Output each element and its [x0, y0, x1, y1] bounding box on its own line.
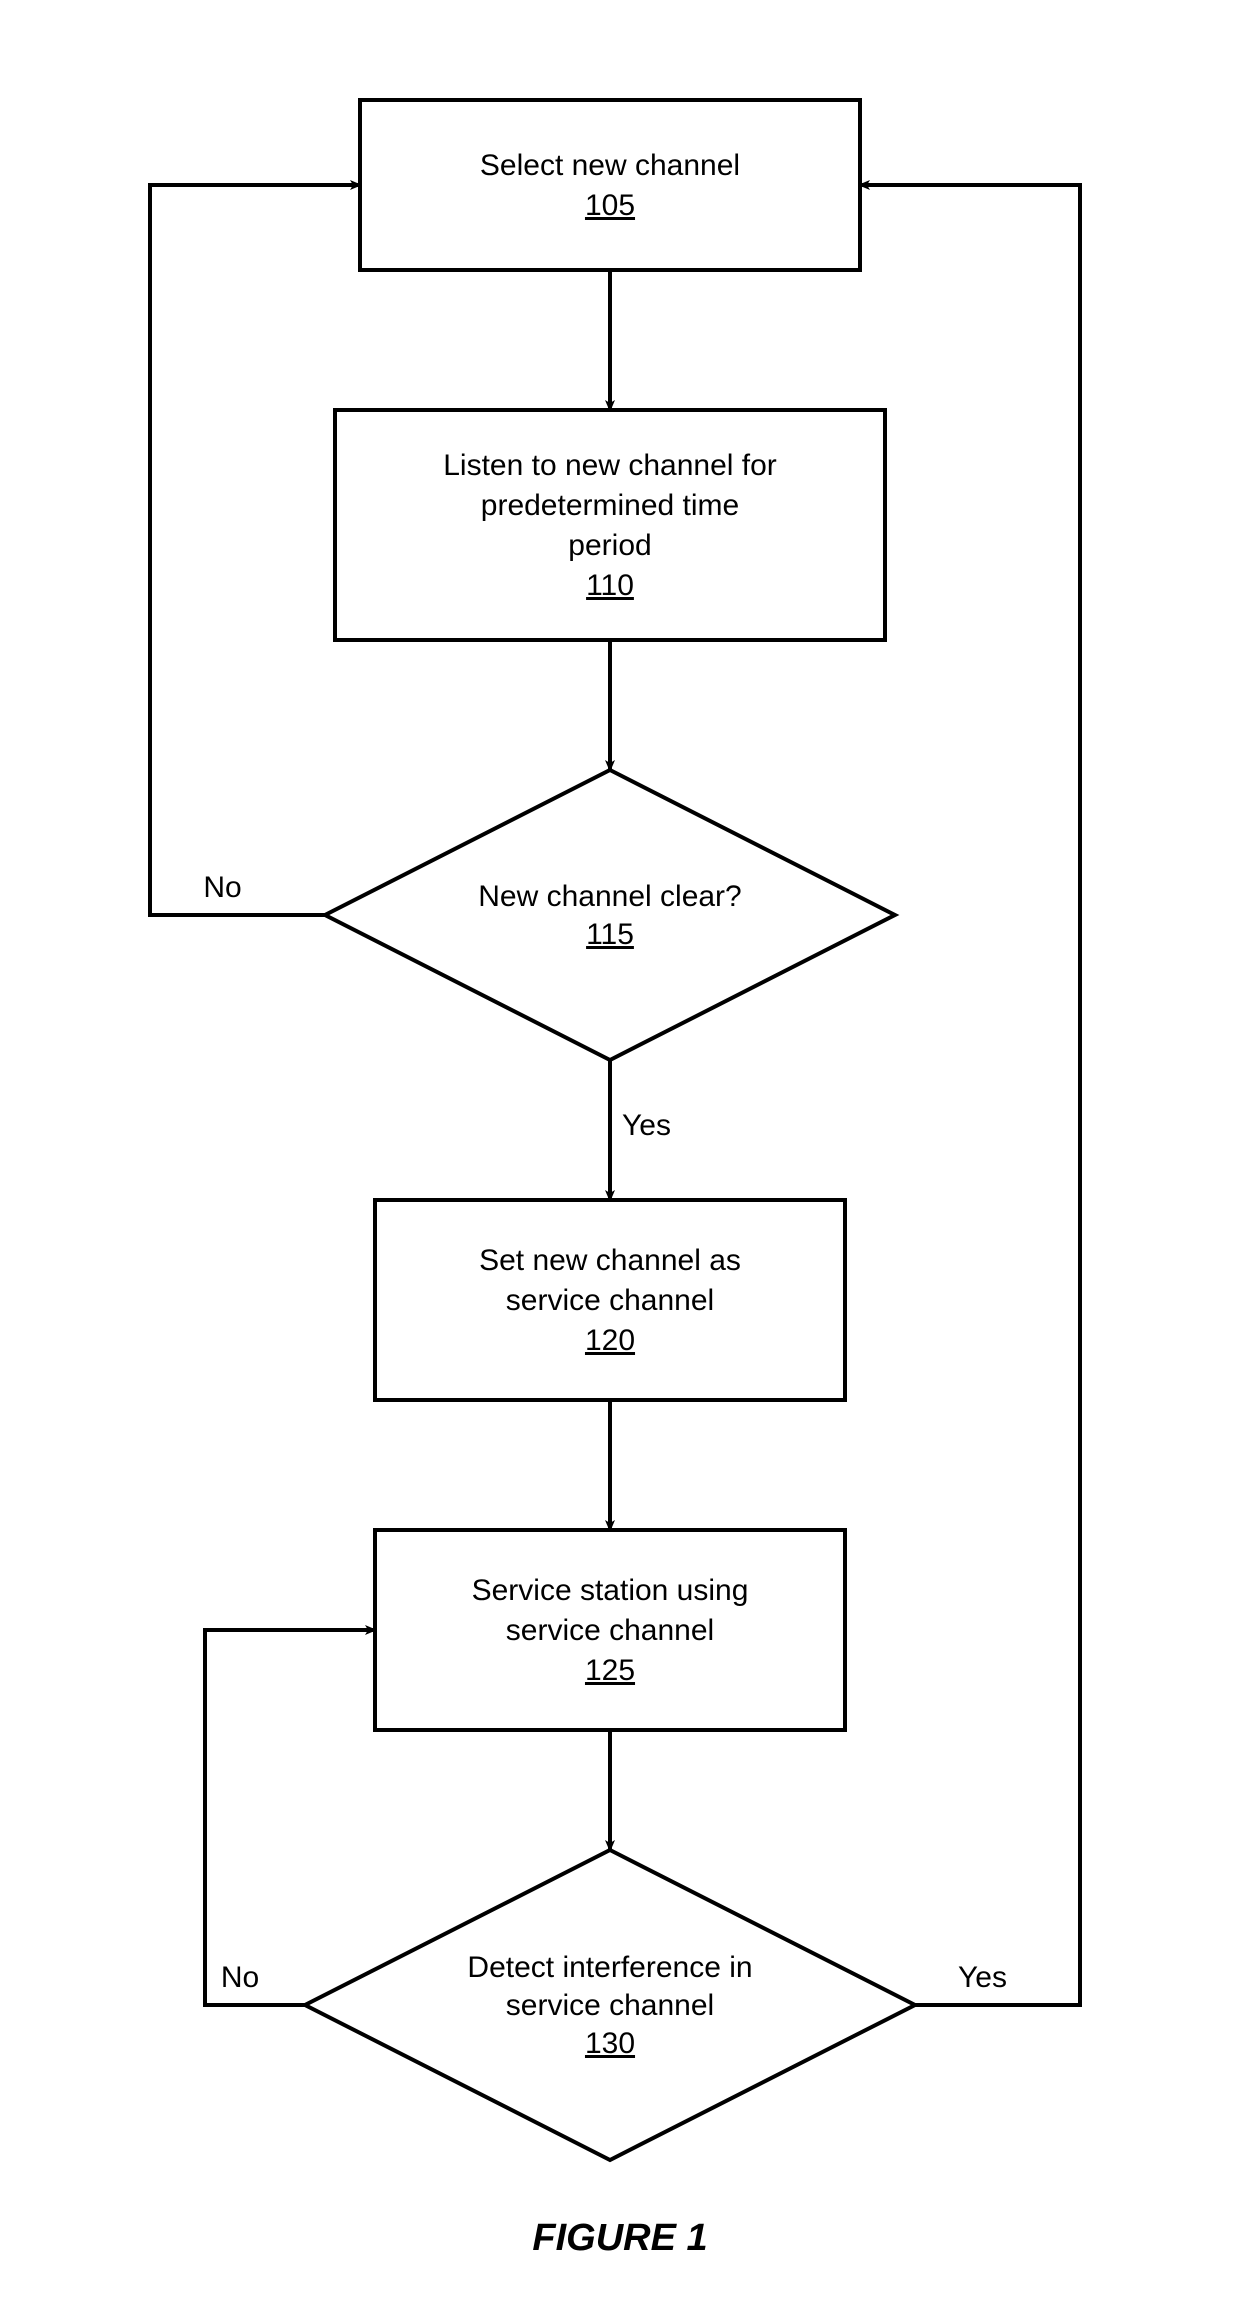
- node-text: Service station using: [472, 1574, 749, 1607]
- node-text: predetermined time: [481, 489, 739, 522]
- node-text: period: [568, 529, 651, 562]
- edge-label: Yes: [958, 1961, 1007, 1994]
- edge: [150, 185, 360, 915]
- node-130: Detect interference in service channel 130: [305, 1850, 915, 2160]
- node-text: service channel: [506, 1284, 714, 1317]
- node-125: Service station using service channel 125: [375, 1530, 845, 1730]
- node-ref: 125: [585, 1654, 635, 1687]
- node-115: New channel clear? 115: [325, 770, 895, 1060]
- node-120: Set new channel as service channel 120: [375, 1200, 845, 1400]
- node-ref: 115: [586, 918, 634, 951]
- node-text: Set new channel as: [479, 1244, 741, 1277]
- node-110: Listen to new channel for predetermined t…: [335, 410, 885, 640]
- node-text: service channel: [506, 1989, 714, 2022]
- edge: [205, 1630, 375, 2005]
- node-text: New channel clear?: [478, 880, 741, 913]
- node-text: Detect interference in: [467, 1951, 752, 1984]
- node-text: Listen to new channel for: [443, 449, 777, 482]
- node-ref: 130: [585, 2027, 635, 2060]
- node-105: Select new channel 105: [360, 100, 860, 270]
- node-ref: 110: [586, 569, 634, 602]
- node-text: Select new channel: [480, 149, 740, 182]
- node-text: service channel: [506, 1614, 714, 1647]
- edge: [860, 185, 1080, 2005]
- edge-label: Yes: [622, 1109, 671, 1142]
- node-ref: 105: [585, 189, 635, 222]
- edge-label: No: [221, 1961, 259, 1994]
- edge-label: No: [203, 871, 241, 904]
- figure-caption: FIGURE 1: [532, 2217, 707, 2259]
- node-ref: 120: [585, 1324, 635, 1357]
- flowchart-diagram: Select new channel 105 Listen to new chann…: [0, 0, 1240, 2298]
